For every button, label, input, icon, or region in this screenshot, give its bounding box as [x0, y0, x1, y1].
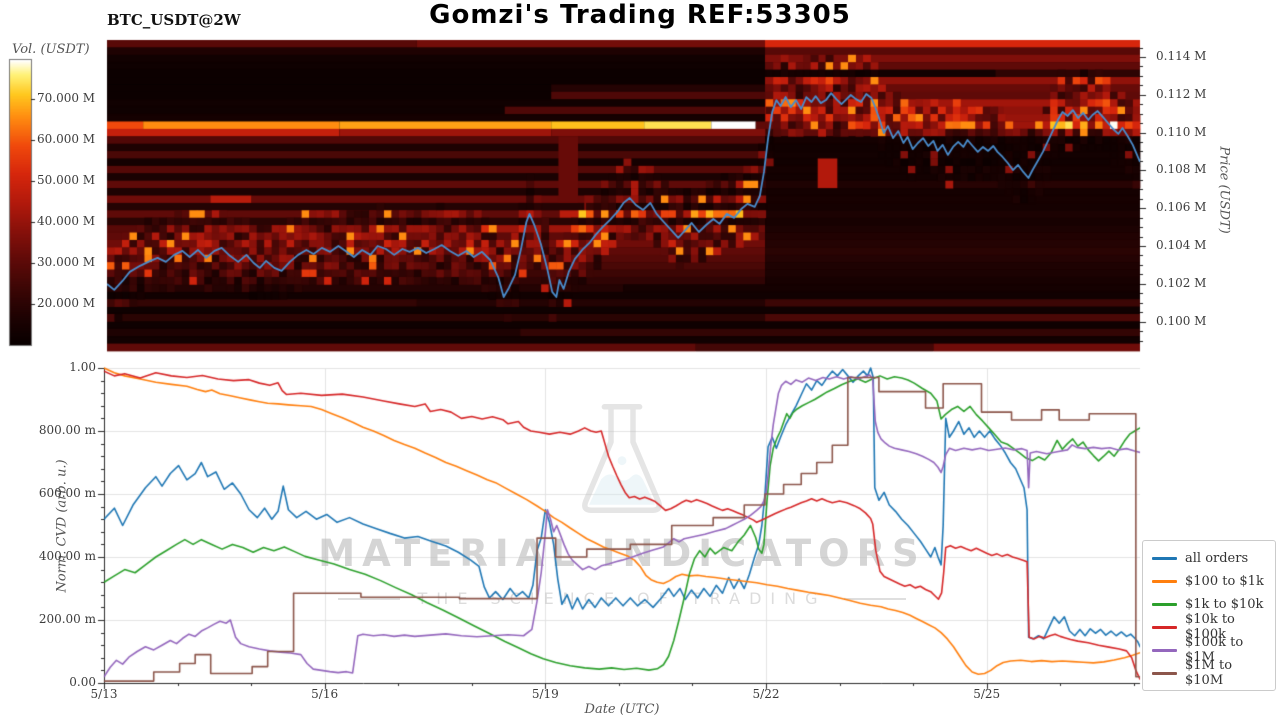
- cvd-lines-canvas: [0, 0, 1280, 720]
- trading-chart-image: MATERIAL INDICATORS THE SCIENCE OF TRADI…: [0, 0, 1280, 720]
